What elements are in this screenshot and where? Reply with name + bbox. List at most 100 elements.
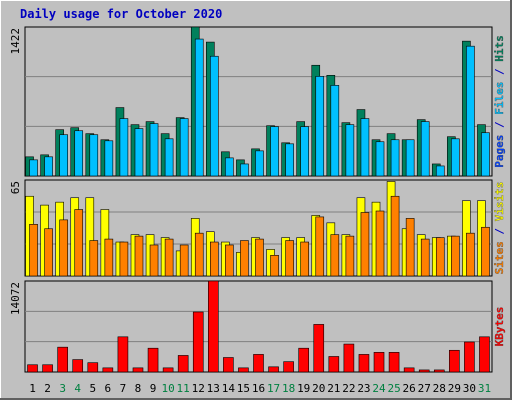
- x-tick-label: 2: [44, 382, 51, 395]
- x-tick-label: 30: [463, 382, 476, 395]
- legend-separator: /: [493, 62, 506, 82]
- x-tick-label: 28: [433, 382, 446, 395]
- bar: [390, 139, 400, 177]
- bar: [225, 157, 234, 177]
- bar: [179, 118, 189, 177]
- chart-title: Daily usage for October 2020: [20, 7, 222, 21]
- x-tick-label: 16: [252, 382, 265, 395]
- bar: [59, 134, 68, 177]
- bar: [210, 241, 219, 277]
- x-tick-label: 10: [161, 382, 174, 395]
- x-tick-label: 12: [192, 382, 205, 395]
- bar: [451, 138, 460, 177]
- bar: [74, 130, 84, 177]
- bar: [283, 361, 294, 373]
- legend-entry: Pages: [493, 135, 506, 168]
- bar: [149, 244, 159, 277]
- bar: [27, 364, 38, 373]
- x-tick-label: 19: [297, 382, 310, 395]
- bar: [298, 347, 309, 373]
- x-tick-label: 25: [387, 382, 400, 395]
- x-tick-label: 11: [177, 382, 190, 395]
- bar: [194, 38, 204, 177]
- bar: [313, 324, 325, 373]
- bar: [238, 367, 249, 373]
- x-tick-label: 1: [29, 382, 36, 395]
- bar: [330, 234, 340, 277]
- x-tick-label: 20: [312, 382, 325, 395]
- bar: [373, 352, 385, 373]
- legend-separator: /: [493, 221, 506, 241]
- x-tick-label: 24: [372, 382, 386, 395]
- bar: [192, 311, 204, 373]
- bar: [104, 238, 114, 277]
- bar: [300, 241, 309, 277]
- bar: [451, 235, 460, 277]
- bar: [255, 150, 264, 177]
- bar: [225, 244, 234, 277]
- bar: [315, 216, 325, 277]
- bar: [418, 369, 430, 373]
- legend: Sites / Visits: [493, 182, 506, 275]
- bar: [270, 126, 279, 177]
- x-tick-label: 4: [74, 382, 81, 395]
- bar: [134, 128, 144, 177]
- bar: [449, 349, 460, 373]
- x-tick-label: 3: [59, 382, 66, 395]
- bar: [149, 123, 159, 177]
- bar: [405, 218, 415, 277]
- legend-separator: /: [493, 115, 506, 135]
- bar: [464, 341, 475, 373]
- legend-entry: Sites: [493, 241, 506, 274]
- bar: [223, 357, 234, 373]
- y-tick-label: 65: [9, 181, 22, 194]
- bar: [360, 118, 370, 177]
- bar: [29, 224, 38, 277]
- x-tick-label: 18: [282, 382, 295, 395]
- bar: [164, 138, 174, 177]
- bar: [147, 347, 159, 373]
- bar: [403, 367, 415, 373]
- bar: [345, 235, 355, 277]
- bar: [74, 209, 84, 277]
- bar: [466, 232, 475, 277]
- bar: [162, 367, 174, 373]
- bar: [315, 76, 325, 177]
- bar: [481, 132, 490, 177]
- bar: [179, 244, 189, 277]
- x-tick-label: 8: [135, 382, 142, 395]
- bar: [345, 124, 355, 177]
- y-tick-label: 1422: [9, 28, 22, 55]
- bar: [42, 364, 53, 373]
- bar: [194, 232, 204, 277]
- x-tick-label: 22: [342, 382, 355, 395]
- legend-entry: Hits: [493, 35, 506, 62]
- bar: [208, 280, 219, 373]
- bar: [435, 237, 445, 277]
- bar: [375, 141, 385, 177]
- bar: [104, 140, 114, 177]
- bar: [57, 346, 68, 373]
- bar: [390, 195, 400, 277]
- bar: [268, 366, 279, 373]
- bar: [134, 235, 144, 277]
- x-tick-label: 21: [327, 382, 340, 395]
- legend-entry: Visits: [493, 182, 506, 222]
- bar: [466, 45, 475, 177]
- bar: [481, 226, 490, 277]
- bar: [388, 352, 400, 373]
- bar: [210, 55, 219, 177]
- x-tick-label: 29: [448, 382, 461, 395]
- x-tick-label: 27: [418, 382, 431, 395]
- bar: [328, 356, 340, 373]
- x-tick-label: 23: [357, 382, 370, 395]
- bar: [435, 165, 445, 177]
- bar: [285, 240, 294, 277]
- legend-entry: KBytes: [493, 307, 506, 347]
- x-tick-label: 5: [89, 382, 96, 395]
- bar: [59, 219, 68, 277]
- bar: [102, 367, 114, 373]
- x-tick-label: 31: [478, 382, 491, 395]
